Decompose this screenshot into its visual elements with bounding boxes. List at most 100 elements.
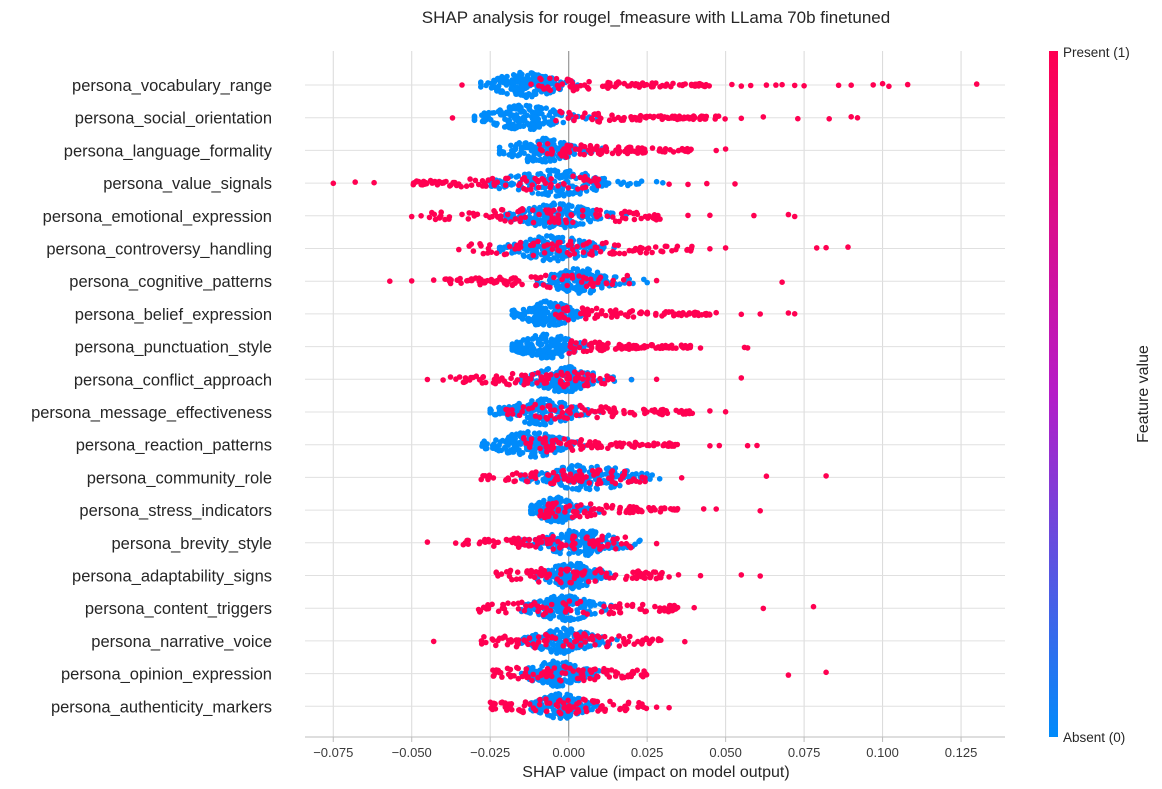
shap-point — [757, 573, 763, 579]
shap-point — [585, 375, 591, 382]
shap-point — [585, 578, 592, 585]
shap-point — [493, 250, 500, 256]
shap-point — [614, 311, 621, 317]
shap-point — [627, 209, 633, 216]
shap-point — [512, 216, 519, 222]
shap-point — [559, 255, 566, 262]
shap-point — [569, 486, 576, 492]
shap-point — [597, 566, 603, 572]
shap-point — [523, 666, 530, 672]
shap-point — [697, 572, 704, 579]
shap-point — [587, 603, 594, 609]
shap-point — [531, 125, 538, 132]
shap-point — [548, 150, 555, 156]
shap-point — [568, 211, 574, 218]
shap-point — [870, 82, 876, 88]
shap-point — [572, 662, 578, 669]
shap-point — [643, 81, 650, 88]
shap-point — [631, 216, 638, 223]
shap-point — [609, 281, 616, 288]
shap-point — [563, 542, 569, 548]
shap-point — [571, 251, 578, 257]
shap-point — [635, 568, 641, 574]
shap-point — [577, 151, 583, 157]
shap-point — [555, 212, 561, 218]
shap-point — [779, 81, 785, 88]
shap-point — [588, 150, 594, 157]
shap-point — [518, 339, 524, 346]
shap-point — [509, 471, 516, 478]
shap-point — [594, 467, 601, 474]
shap-point — [495, 539, 502, 546]
shap-point — [568, 561, 574, 567]
shap-point — [547, 284, 553, 291]
shap-point — [523, 478, 530, 484]
shap-point — [571, 151, 577, 157]
shap-point — [511, 86, 517, 93]
shap-point — [611, 116, 618, 123]
shap-point — [569, 275, 576, 281]
shap-point — [429, 209, 435, 216]
shap-point — [551, 215, 557, 222]
shap-point — [533, 282, 539, 289]
shap-point — [554, 187, 560, 194]
feature-row-points — [459, 69, 980, 101]
shap-point — [512, 379, 519, 386]
shap-point — [465, 216, 472, 222]
shap-point — [645, 215, 651, 221]
shap-point — [578, 437, 585, 443]
shap-point — [526, 635, 533, 641]
shap-point — [519, 673, 526, 680]
shap-point — [555, 347, 561, 353]
shap-point — [597, 274, 604, 281]
shap-point — [510, 72, 517, 78]
shap-point — [438, 213, 444, 219]
shap-point — [587, 442, 594, 449]
feature-row-points — [496, 135, 729, 165]
shap-point — [582, 407, 588, 413]
shap-point — [587, 276, 594, 283]
shap-point — [610, 214, 616, 220]
shap-point — [642, 570, 648, 576]
shap-point — [583, 283, 590, 290]
shap-point — [538, 355, 545, 361]
shap-point — [521, 109, 527, 115]
shap-point — [509, 106, 515, 112]
shap-point — [823, 669, 829, 676]
shap-point — [560, 180, 567, 187]
shap-point — [604, 504, 610, 511]
shap-point — [747, 82, 754, 89]
shap-point — [483, 538, 490, 545]
shap-point — [494, 277, 501, 284]
shap-point — [713, 309, 719, 316]
shap-point — [591, 531, 597, 538]
shap-point — [685, 181, 691, 188]
shap-point — [504, 211, 511, 218]
shap-point — [554, 576, 560, 582]
shap-point — [791, 82, 798, 89]
shap-point — [594, 673, 600, 679]
shap-point — [558, 369, 564, 376]
shap-point — [570, 173, 576, 179]
shap-point — [521, 345, 527, 351]
shap-point — [475, 606, 482, 613]
shap-point — [479, 178, 486, 184]
shap-point — [551, 157, 558, 164]
shap-point — [578, 279, 585, 285]
shap-point — [598, 575, 604, 581]
shap-point — [500, 602, 507, 608]
shap-point — [460, 541, 467, 548]
shap-point — [545, 167, 551, 174]
shap-point — [606, 575, 613, 581]
shap-point — [643, 672, 650, 678]
shap-point — [517, 207, 524, 213]
shap-point — [516, 182, 522, 189]
shap-point — [521, 115, 527, 122]
shap-point — [653, 277, 660, 284]
shap-point — [706, 311, 713, 318]
shap-point — [523, 350, 529, 356]
shap-point — [689, 243, 695, 250]
shap-point — [564, 142, 570, 149]
shap-point — [424, 376, 431, 383]
shap-point — [479, 279, 486, 285]
